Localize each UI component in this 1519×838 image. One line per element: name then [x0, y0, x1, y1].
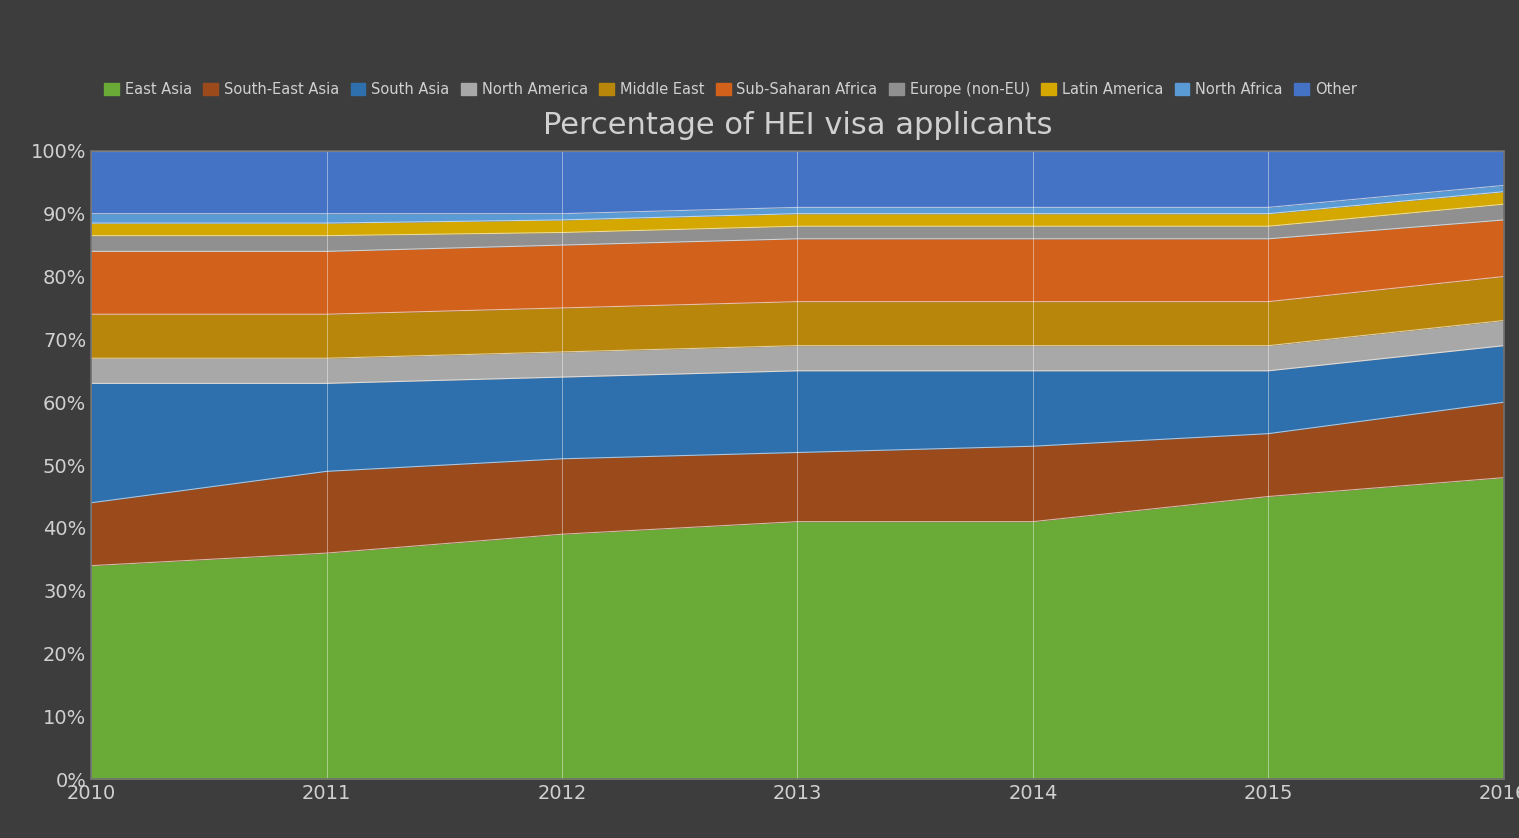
- Legend: East Asia, South-East Asia, South Asia, North America, Middle East, Sub-Saharan : East Asia, South-East Asia, South Asia, …: [99, 76, 1363, 103]
- Title: Percentage of HEI visa applicants: Percentage of HEI visa applicants: [542, 111, 1053, 140]
